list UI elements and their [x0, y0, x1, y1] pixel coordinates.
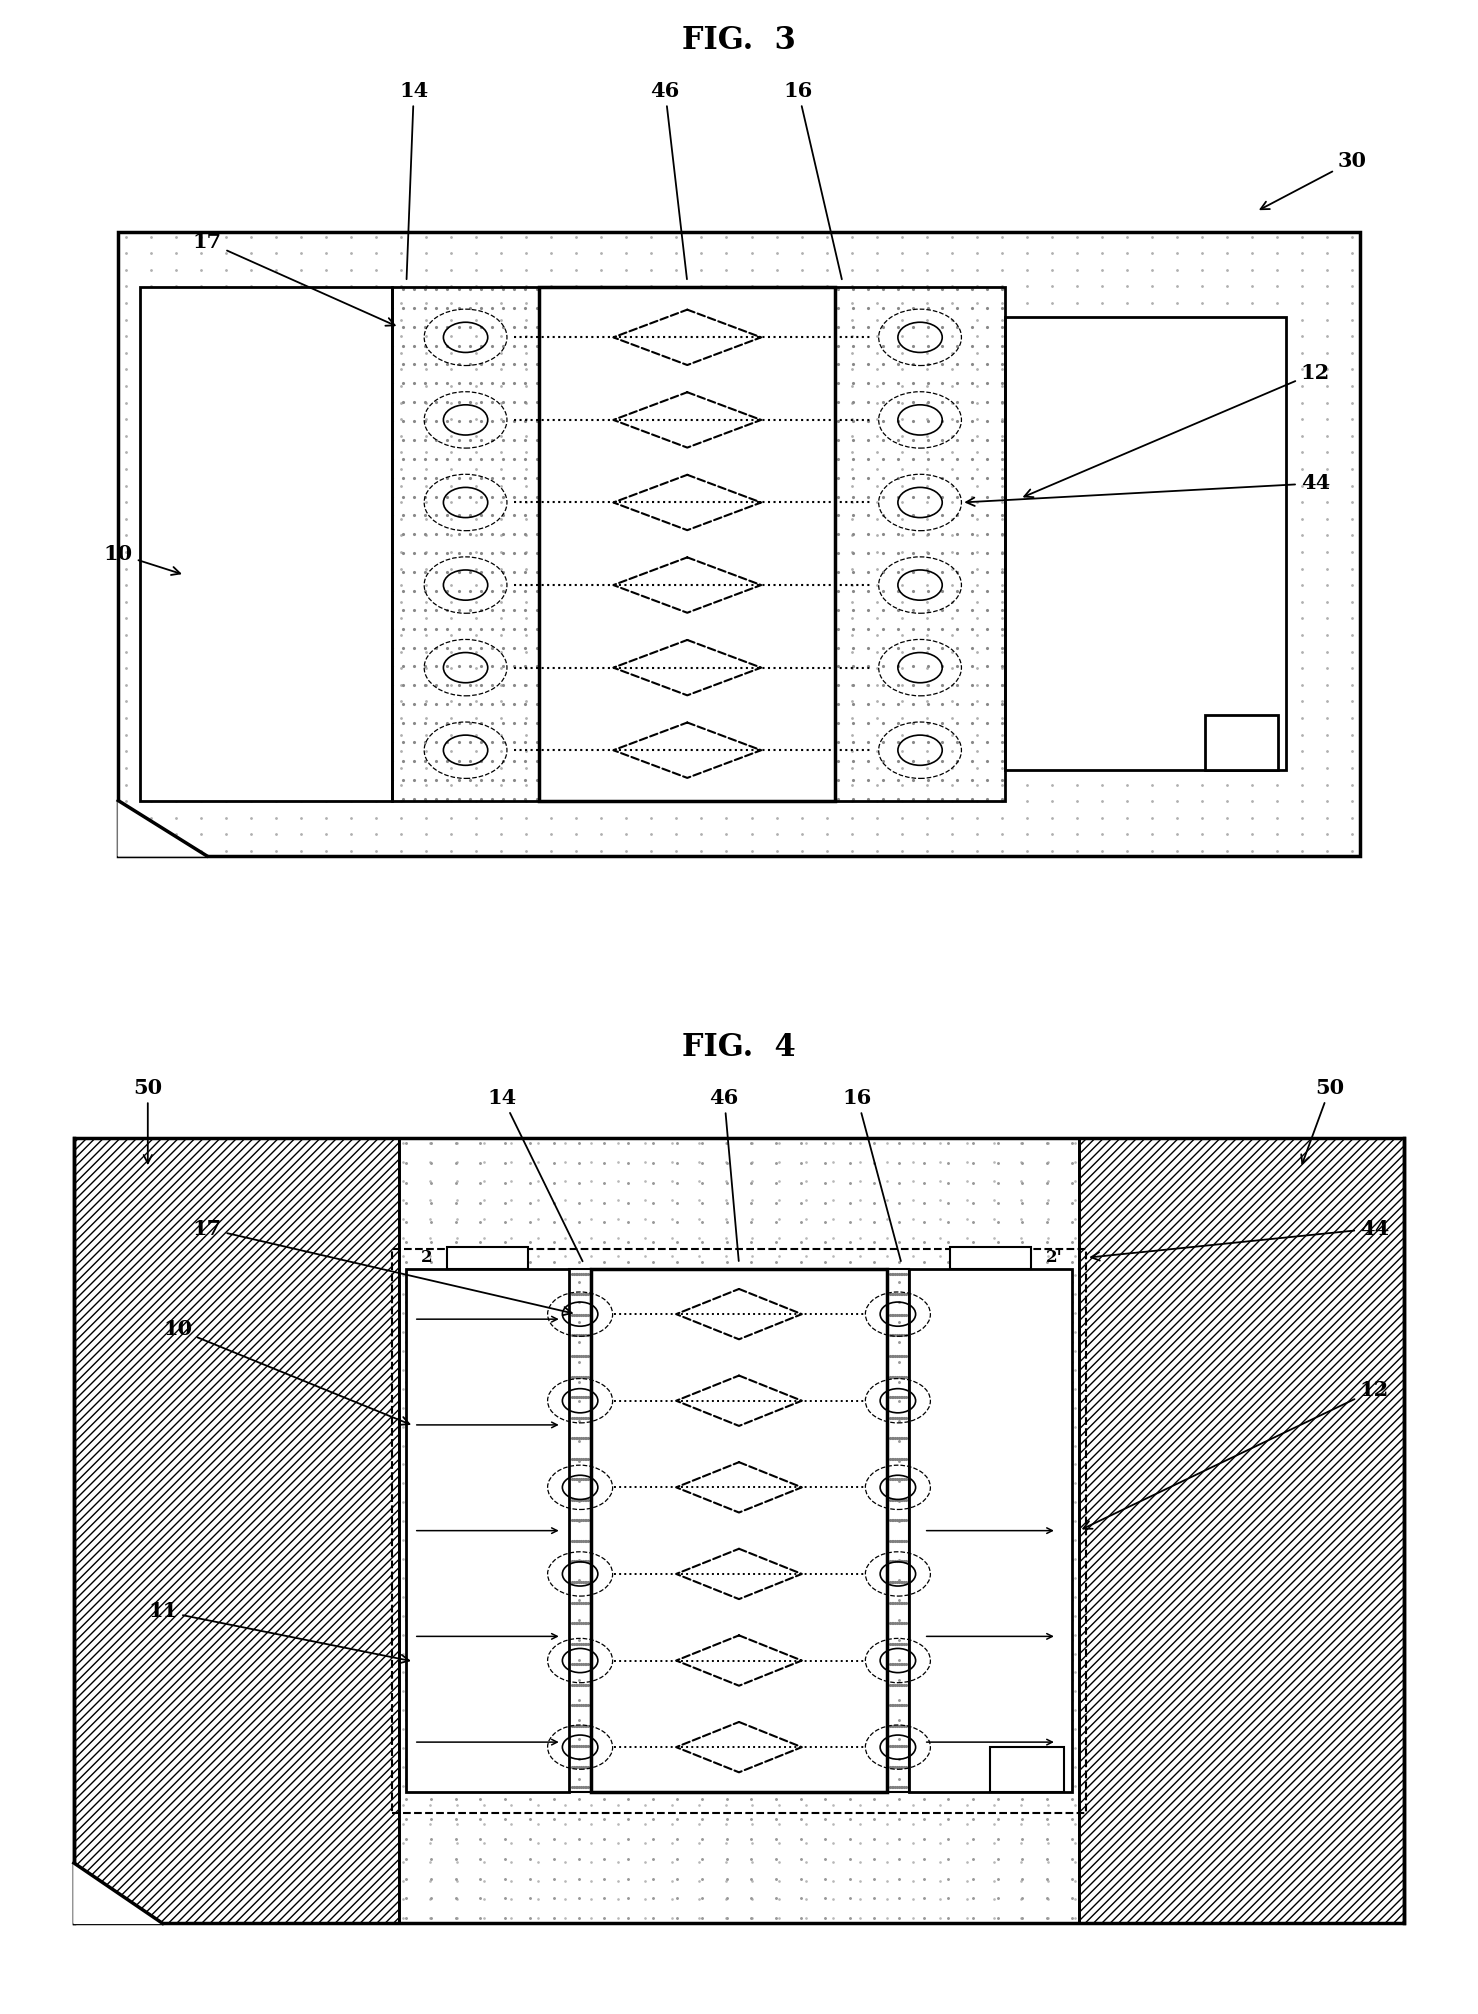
Bar	[74, 1138, 1404, 1923]
Bar	[539, 288, 835, 802]
Text: FIG.  4: FIG. 4	[683, 1031, 795, 1063]
Bar	[392, 1249, 1086, 1813]
Bar	[1005, 316, 1286, 771]
Text: 10: 10	[103, 544, 180, 574]
Text: 16: 16	[842, 1088, 902, 1261]
Bar	[591, 1269, 887, 1792]
Text: 17: 17	[192, 1218, 572, 1315]
Text: 30: 30	[1261, 151, 1367, 209]
Text: 11: 11	[148, 1601, 409, 1664]
Text: 10: 10	[163, 1319, 409, 1424]
Bar	[1079, 1138, 1404, 1923]
Text: 12: 12	[1083, 1380, 1389, 1529]
Bar	[835, 288, 1005, 802]
Text: 46: 46	[709, 1088, 739, 1261]
Bar	[990, 1746, 1064, 1792]
Polygon shape	[74, 1863, 163, 1923]
Bar	[887, 1269, 909, 1792]
Polygon shape	[118, 802, 207, 856]
Bar	[140, 288, 392, 802]
Text: 50: 50	[133, 1077, 163, 1164]
Text: 44: 44	[967, 473, 1330, 506]
Bar	[406, 1269, 569, 1792]
Text: 14: 14	[399, 81, 429, 280]
Text: 2: 2	[421, 1249, 433, 1267]
Bar	[74, 1138, 399, 1923]
Text: 12: 12	[1024, 363, 1330, 497]
Bar	[569, 1269, 591, 1792]
Text: 2': 2'	[1046, 1249, 1063, 1267]
Bar	[448, 1247, 529, 1269]
Bar	[1205, 715, 1278, 771]
Text: FIG.  3: FIG. 3	[681, 24, 797, 56]
Bar	[909, 1269, 1072, 1792]
Bar	[392, 288, 539, 802]
Text: 14: 14	[488, 1088, 582, 1261]
Text: 46: 46	[650, 81, 687, 280]
Bar	[950, 1247, 1032, 1269]
Text: 17: 17	[192, 232, 395, 326]
Bar	[118, 232, 1360, 856]
Text: 50: 50	[1301, 1077, 1345, 1164]
Text: 16: 16	[783, 81, 842, 280]
Text: 44: 44	[1091, 1218, 1389, 1261]
